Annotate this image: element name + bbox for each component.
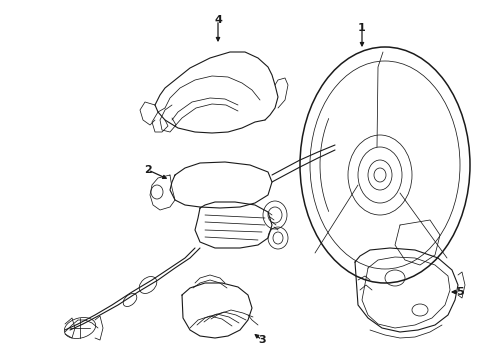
Text: 4: 4: [214, 15, 222, 25]
Text: 5: 5: [456, 287, 464, 297]
Text: 2: 2: [144, 165, 152, 175]
Text: 3: 3: [258, 335, 266, 345]
Text: 1: 1: [358, 23, 366, 33]
